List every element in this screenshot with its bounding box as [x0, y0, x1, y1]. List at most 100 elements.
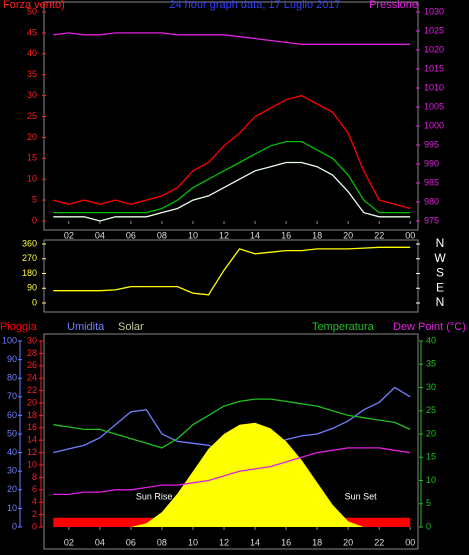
y2-tick-label: 40 [426, 335, 436, 345]
y3-tick-label: 30 [27, 335, 37, 345]
y2-tick-label: 1005 [424, 101, 444, 111]
y2-tick-label: 990 [424, 158, 439, 168]
y2-tick-label: 35 [426, 359, 436, 369]
y-tick-label: 90 [7, 354, 17, 364]
y-tick-label: 15 [27, 153, 37, 163]
y2-tick-label: 975 [424, 215, 439, 225]
y3-tick-label: 8 [32, 472, 37, 482]
y3-tick-label: 4 [32, 497, 37, 507]
y2-tick-label: 1015 [424, 63, 444, 73]
legend-entry: Dew Point (°C) [393, 321, 466, 333]
y2-tick-label: S [436, 266, 444, 280]
y-tick-label: 70 [7, 391, 17, 401]
x-tick-label: 08 [157, 230, 167, 240]
y-tick-label: 180 [22, 268, 37, 278]
x-tick-label: 22 [374, 230, 384, 240]
y-tick-label: 80 [7, 373, 17, 383]
line [53, 161, 411, 222]
x-tick-label: 06 [126, 230, 136, 240]
y-tick-label: 25 [27, 111, 37, 121]
y2-tick-label: 985 [424, 177, 439, 187]
y3-tick-label: 20 [27, 397, 37, 407]
y2-tick-label: 20 [426, 428, 436, 438]
y3-tick-label: 14 [27, 435, 37, 445]
y3-tick-label: 12 [27, 447, 37, 457]
y-tick-label: 270 [22, 253, 37, 263]
x-tick-label: 12 [219, 537, 229, 547]
y-tick-label: 10 [27, 174, 37, 184]
x-tick-label: 04 [95, 230, 105, 240]
line [53, 447, 411, 496]
annotation: Sun Set [345, 491, 378, 501]
y2-tick-label: 995 [424, 139, 439, 149]
y-tick-label: 40 [7, 447, 17, 457]
y3-tick-label: 10 [27, 459, 37, 469]
x-tick-label: 10 [188, 230, 198, 240]
y2-tick-label: 30 [426, 382, 436, 392]
x-tick-label: 08 [157, 537, 167, 547]
y3-tick-label: 22 [27, 385, 37, 395]
x-tick-label: 20 [343, 537, 353, 547]
legend-entry: Temperatura [312, 321, 375, 333]
y2-tick-label: 1020 [424, 44, 444, 54]
y2-tick-label: 15 [426, 452, 436, 462]
x-tick-label: 16 [281, 230, 291, 240]
y-tick-label: 20 [27, 132, 37, 142]
line [53, 398, 411, 449]
legend-entry: Umidita [67, 321, 105, 333]
y2-tick-label: 10 [426, 475, 436, 485]
y3-tick-label: 16 [27, 422, 37, 432]
x-tick-label: 06 [126, 537, 136, 547]
x-tick-label: 14 [250, 230, 260, 240]
x-tick-label: 18 [312, 537, 322, 547]
area [53, 422, 411, 527]
y3-tick-label: 6 [32, 484, 37, 494]
y3-tick-label: 0 [32, 521, 37, 531]
y2-tick-label: 0 [426, 521, 431, 531]
x-tick-label: 02 [64, 230, 74, 240]
y-tick-label: 50 [27, 6, 37, 16]
line [53, 32, 411, 45]
y-tick-label: 5 [32, 194, 37, 204]
y-tick-label: 360 [22, 238, 37, 248]
y2-tick-label: E [436, 280, 444, 294]
x-tick-label: 02 [64, 537, 74, 547]
y2-tick-label: 1030 [424, 6, 444, 16]
y3-tick-label: 26 [27, 360, 37, 370]
y2-tick-label: 1025 [424, 25, 444, 35]
y3-tick-label: 2 [32, 509, 37, 519]
y-tick-label: 10 [7, 503, 17, 513]
x-tick-label: 00 [405, 537, 415, 547]
y-tick-label: 30 [7, 466, 17, 476]
chart-title: 24 hour graph data, 17 Luglio 2017 [169, 0, 340, 11]
line [53, 246, 411, 296]
y-axis-label: Forza vento) [3, 0, 65, 11]
y-tick-label: 60 [7, 410, 17, 420]
y-tick-label: 45 [27, 27, 37, 37]
x-tick-label: 12 [219, 230, 229, 240]
x-tick-label: 00 [405, 230, 415, 240]
x-tick-label: 20 [343, 230, 353, 240]
annotation: Sun Rise [136, 491, 173, 501]
panel-frame [43, 333, 419, 550]
y-tick-label: 90 [27, 283, 37, 293]
panel-frame [43, 239, 419, 313]
y2-tick-label: 1010 [424, 82, 444, 92]
y2-tick-label: 1000 [424, 120, 444, 130]
legend-entry: Pioggia [0, 321, 38, 333]
line [53, 94, 411, 210]
y2-tick-label: W [434, 251, 446, 265]
y2-tick-label: N [436, 236, 445, 250]
y-tick-label: 40 [27, 48, 37, 58]
y-tick-label: 20 [7, 484, 17, 494]
legend-entry: Pressione [369, 0, 418, 11]
legend-entry: Solar [118, 321, 144, 333]
y-tick-label: 35 [27, 69, 37, 79]
x-tick-label: 22 [374, 537, 384, 547]
y2-tick-label: 25 [426, 405, 436, 415]
y-tick-label: 50 [7, 428, 17, 438]
y3-tick-label: 24 [27, 373, 37, 383]
y-tick-label: 0 [32, 215, 37, 225]
